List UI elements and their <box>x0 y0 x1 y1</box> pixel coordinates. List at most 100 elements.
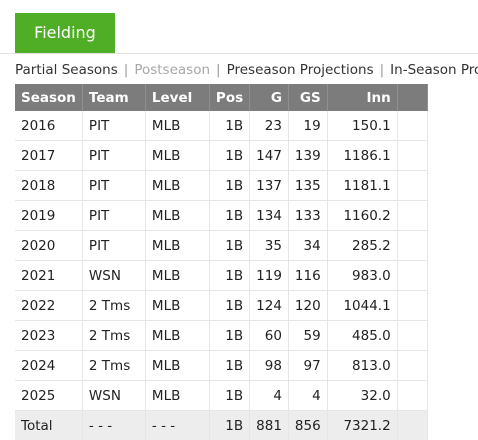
in-season-projections-link[interactable]: In-Season Projections <box>390 62 478 78</box>
column-header-g[interactable]: G <box>249 84 289 111</box>
cell-level: MLB <box>145 350 210 381</box>
cell-level: MLB <box>145 230 210 261</box>
column-header-pos[interactable]: Pos <box>209 84 251 111</box>
cell-season: 2018 <box>15 170 83 201</box>
cell-team: - - - <box>82 410 146 440</box>
cell-overflow <box>397 140 428 171</box>
cell-overflow <box>397 290 428 321</box>
cell-pos: 1B <box>209 350 251 381</box>
cell-team[interactable]: WSN <box>82 260 146 291</box>
column-header-season[interactable]: Season <box>15 84 83 111</box>
cell-team[interactable]: PIT <box>82 140 146 171</box>
cell-pos: 1B <box>209 410 251 440</box>
cell-overflow <box>397 230 428 261</box>
cell-g: 4 <box>249 380 289 411</box>
cell-overflow <box>397 410 428 440</box>
cell-g: 137 <box>249 170 289 201</box>
cell-pos: 1B <box>209 170 251 201</box>
cell-inn: 983.0 <box>327 260 398 291</box>
cell-team[interactable]: 2 Tms <box>82 290 146 321</box>
tab-divider <box>0 53 478 54</box>
cell-level: - - - <box>145 410 210 440</box>
cell-overflow <box>397 380 428 411</box>
cell-gs: 34 <box>288 230 328 261</box>
partial-seasons-link[interactable]: Partial Seasons <box>15 62 118 78</box>
table-row: 2024 2 Tms MLB 1B 98 97 813.0 <box>15 350 428 381</box>
cell-inn: 32.0 <box>327 380 398 411</box>
cell-overflow <box>397 260 428 291</box>
split-nav: Partial Seasons | Postseason | Preseason Pro… <box>15 60 478 80</box>
column-header-team[interactable]: Team <box>82 84 146 111</box>
cell-g: 881 <box>249 410 289 440</box>
cell-team[interactable]: PIT <box>82 230 146 261</box>
cell-season: 2020 <box>15 230 83 261</box>
cell-level: MLB <box>145 111 210 141</box>
tab-fielding[interactable]: Fielding <box>15 13 115 53</box>
cell-inn: 1160.2 <box>327 200 398 231</box>
cell-inn: 7321.2 <box>327 410 398 440</box>
cell-g: 147 <box>249 140 289 171</box>
cell-pos: 1B <box>209 380 251 411</box>
table-row: 2020 PIT MLB 1B 35 34 285.2 <box>15 230 428 261</box>
cell-inn: 485.0 <box>327 320 398 351</box>
cell-season: 2016 <box>15 111 83 141</box>
postseason-link[interactable]: Postseason <box>134 62 211 78</box>
cell-season: Total <box>15 410 83 440</box>
cell-gs: 4 <box>288 380 328 411</box>
nav-separator: | <box>216 62 221 78</box>
table-row: 2018 PIT MLB 1B 137 135 1181.1 <box>15 170 428 201</box>
cell-team[interactable]: PIT <box>82 170 146 201</box>
column-header-level[interactable]: Level <box>145 84 210 111</box>
table-row: 2025 WSN MLB 1B 4 4 32.0 <box>15 380 428 411</box>
preseason-projections-link[interactable]: Preseason Projections <box>226 62 374 78</box>
column-header-overflow <box>397 84 428 111</box>
table-row: 2022 2 Tms MLB 1B 124 120 1044.1 <box>15 290 428 321</box>
table-row: 2019 PIT MLB 1B 134 133 1160.2 <box>15 200 428 231</box>
cell-overflow <box>397 170 428 201</box>
cell-gs: 97 <box>288 350 328 381</box>
cell-season: 2024 <box>15 350 83 381</box>
cell-g: 35 <box>249 230 289 261</box>
cell-gs: 116 <box>288 260 328 291</box>
cell-pos: 1B <box>209 140 251 171</box>
column-header-gs[interactable]: GS <box>288 84 328 111</box>
cell-pos: 1B <box>209 260 251 291</box>
cell-season: 2022 <box>15 290 83 321</box>
table-row: 2016 PIT MLB 1B 23 19 150.1 <box>15 111 428 141</box>
cell-level: MLB <box>145 140 210 171</box>
cell-pos: 1B <box>209 111 251 141</box>
column-header-inn[interactable]: Inn <box>327 84 398 111</box>
cell-g: 98 <box>249 350 289 381</box>
cell-overflow <box>397 350 428 381</box>
cell-inn: 1044.1 <box>327 290 398 321</box>
cell-pos: 1B <box>209 320 251 351</box>
cell-level: MLB <box>145 260 210 291</box>
cell-gs: 59 <box>288 320 328 351</box>
fielding-table: Season Team Level Pos G GS Inn 2016 PIT … <box>15 84 428 440</box>
cell-g: 23 <box>249 111 289 141</box>
cell-season: 2017 <box>15 140 83 171</box>
cell-overflow <box>397 320 428 351</box>
cell-team[interactable]: WSN <box>82 380 146 411</box>
nav-separator: | <box>379 62 385 78</box>
cell-level: MLB <box>145 290 210 321</box>
cell-level: MLB <box>145 170 210 201</box>
cell-level: MLB <box>145 200 210 231</box>
total-row: Total - - - - - - 1B 881 856 7321.2 <box>15 410 428 440</box>
cell-team[interactable]: 2 Tms <box>82 320 146 351</box>
cell-inn: 1186.1 <box>327 140 398 171</box>
cell-gs: 19 <box>288 111 328 141</box>
table-row: 2017 PIT MLB 1B 147 139 1186.1 <box>15 140 428 171</box>
cell-team[interactable]: 2 Tms <box>82 350 146 381</box>
cell-team[interactable]: PIT <box>82 200 146 231</box>
cell-g: 119 <box>249 260 289 291</box>
cell-season: 2021 <box>15 260 83 291</box>
cell-team[interactable]: PIT <box>82 111 146 141</box>
nav-separator: | <box>123 62 129 78</box>
cell-overflow <box>397 111 428 141</box>
cell-gs: 133 <box>288 200 328 231</box>
cell-gs: 856 <box>288 410 328 440</box>
cell-inn: 813.0 <box>327 350 398 381</box>
table-row: 2023 2 Tms MLB 1B 60 59 485.0 <box>15 320 428 351</box>
